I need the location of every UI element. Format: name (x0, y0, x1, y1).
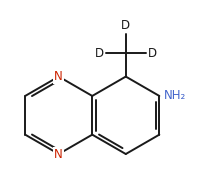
Text: NH₂: NH₂ (164, 89, 186, 102)
Text: D: D (121, 19, 130, 32)
Text: D: D (95, 47, 104, 60)
Text: N: N (54, 70, 63, 83)
Text: D: D (147, 47, 157, 60)
Text: N: N (54, 147, 63, 161)
